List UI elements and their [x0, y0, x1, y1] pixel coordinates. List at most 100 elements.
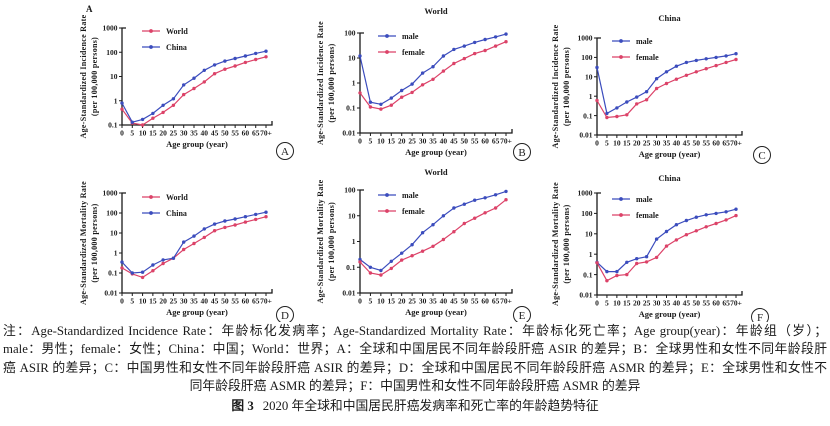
data-point: [182, 247, 186, 252]
x-tick-label: 20: [159, 297, 167, 306]
series-line-World: [121, 216, 267, 279]
data-point: [714, 55, 718, 60]
series-markers-male: [358, 189, 508, 273]
x-tick-label: 50: [693, 299, 701, 308]
y-tick-label: 1000: [578, 189, 593, 198]
data-point: [192, 241, 196, 246]
y-tick-label: 0.1: [583, 111, 593, 120]
data-point: [368, 271, 373, 275]
y-tick-label: 1000: [103, 24, 118, 33]
data-point: [120, 101, 124, 105]
x-tick-label: 70+: [500, 137, 512, 146]
x-tick-label: 40: [201, 129, 209, 138]
data-point: [625, 113, 629, 117]
data-point: [635, 95, 639, 99]
data-point: [400, 95, 404, 99]
data-point: [483, 37, 487, 42]
legend-marker: [149, 45, 153, 49]
data-point: [254, 212, 258, 217]
data-point: [212, 222, 217, 226]
x-tick-label: 10: [139, 129, 147, 138]
x-tick-label: 15: [149, 129, 157, 138]
data-point: [410, 82, 414, 86]
caption-note-line-3: 癌 ASIR 的差异；C：中国男性和女性不同年龄段肝癌 ASIR 的差异；D：全…: [3, 360, 827, 375]
x-tick-label: 35: [429, 297, 437, 306]
x-tick-label: 30: [180, 297, 188, 306]
x-tick-label: 60: [712, 299, 720, 308]
y-axis-label-units: (per 100,000 persons): [327, 43, 336, 122]
chart-title: World: [424, 167, 447, 177]
data-point: [615, 106, 619, 110]
x-axis-label: Age group (year): [639, 149, 701, 159]
data-point: [595, 65, 599, 70]
x-tick-label: 30: [653, 299, 661, 308]
series-markers-female: [595, 57, 738, 120]
x-tick-label: 5: [130, 129, 134, 138]
data-point: [182, 240, 186, 244]
x-tick-label: 60: [242, 129, 250, 138]
y-tick-label: 0.01: [579, 291, 592, 300]
data-point: [493, 44, 498, 48]
data-point: [264, 55, 268, 59]
data-point: [694, 215, 698, 219]
data-point: [264, 215, 268, 219]
data-point: [182, 83, 186, 87]
legend-item-female: female: [612, 53, 659, 62]
data-point: [379, 268, 383, 273]
data-point: [233, 56, 237, 61]
legend-item-World: World: [142, 193, 188, 202]
x-tick-label: 40: [440, 137, 448, 146]
x-tick-label: 20: [398, 297, 406, 306]
y-axis-label: Age-Standardized Incidence Rate: [79, 14, 88, 138]
x-tick-label: 45: [683, 139, 691, 148]
panel-badge-letter: A: [281, 146, 289, 158]
x-tick-label: 20: [633, 139, 641, 148]
x-tick-label: 60: [481, 297, 489, 306]
x-tick-label: 35: [190, 297, 198, 306]
x-tick-label: 60: [481, 137, 489, 146]
series-line-male: [359, 190, 507, 272]
data-point: [734, 207, 738, 211]
x-tick-label: 25: [408, 297, 416, 306]
data-point: [664, 81, 669, 86]
series-markers-female: [358, 198, 508, 277]
panel-badge-D: D: [276, 306, 294, 322]
x-axis-label: Age group (year): [166, 307, 228, 317]
series-markers-World: [120, 215, 268, 280]
data-point: [504, 32, 508, 36]
legend-item-World: World: [142, 27, 188, 36]
y-tick-label: 0.01: [579, 131, 592, 140]
x-tick-label: 50: [461, 137, 469, 146]
chart-title: World: [424, 6, 447, 16]
x-tick-label: 60: [712, 139, 720, 148]
y-tick-label: 0.01: [342, 289, 355, 298]
series-line-male: [359, 33, 507, 105]
legend-marker: [385, 193, 389, 197]
y-tick-label: 0.1: [346, 104, 356, 113]
data-point: [130, 120, 134, 124]
legend-label: World: [166, 27, 188, 36]
legend-label: China: [166, 43, 187, 52]
data-point: [368, 100, 373, 104]
data-point: [151, 263, 155, 267]
y-tick-label: 10: [110, 229, 118, 238]
data-point: [452, 230, 456, 234]
x-tick-label: 10: [613, 299, 621, 308]
data-point: [420, 83, 425, 87]
data-point: [264, 210, 268, 214]
data-point: [684, 60, 689, 65]
legend-marker: [619, 213, 623, 217]
data-point: [734, 213, 738, 218]
x-tick-label: 50: [221, 297, 229, 306]
panel-badge-A: A: [276, 142, 294, 160]
data-point: [483, 196, 487, 200]
caption-note-line-1: 注：Age-Standardized Incidence Rate：年龄标化发病…: [3, 324, 827, 338]
x-tick-label: 0: [358, 137, 362, 146]
data-point: [358, 260, 362, 264]
x-tick-label: 5: [605, 139, 609, 148]
legend-item-male: male: [612, 195, 653, 204]
data-point: [605, 279, 609, 283]
